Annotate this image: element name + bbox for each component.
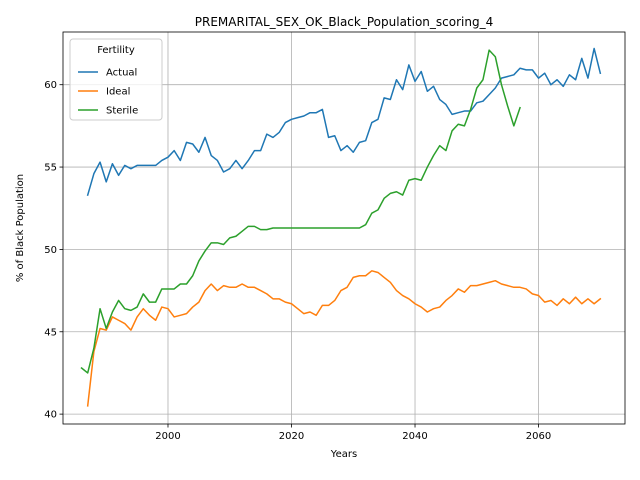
legend-label-ideal: Ideal bbox=[106, 87, 130, 98]
legend-title: Fertility bbox=[97, 45, 135, 56]
x-tick-label: 2060 bbox=[526, 431, 551, 442]
x-tick-label: 2020 bbox=[279, 431, 304, 442]
legend-label-actual: Actual bbox=[106, 68, 137, 79]
series-line-ideal bbox=[86, 270, 602, 407]
y-tick-label: 50 bbox=[44, 245, 57, 256]
y-tick-label: 60 bbox=[44, 80, 57, 91]
y-tick-label: 45 bbox=[44, 327, 57, 338]
legend: Fertility Actual Ideal Sterile bbox=[69, 38, 163, 121]
x-tick-label: 2040 bbox=[402, 431, 427, 442]
axes-frame bbox=[62, 31, 626, 425]
legend-label-sterile: Sterile bbox=[106, 106, 138, 117]
x-tick-label: 2000 bbox=[155, 431, 180, 442]
ticks: 2000 2020 2040 2060 40 45 50 55 60 bbox=[44, 80, 551, 442]
chart-title: PREMARITAL_SEX_OK_Black_Population_scori… bbox=[195, 15, 493, 29]
y-axis-label: % of Black Population bbox=[15, 174, 26, 282]
y-tick-label: 40 bbox=[44, 410, 57, 421]
x-axis-label: Years bbox=[330, 449, 357, 460]
y-tick-label: 55 bbox=[44, 163, 57, 174]
legend-box bbox=[69, 38, 163, 121]
series-lines bbox=[80, 47, 602, 407]
series-line-actual bbox=[86, 47, 602, 196]
series-line-sterile bbox=[80, 49, 521, 374]
